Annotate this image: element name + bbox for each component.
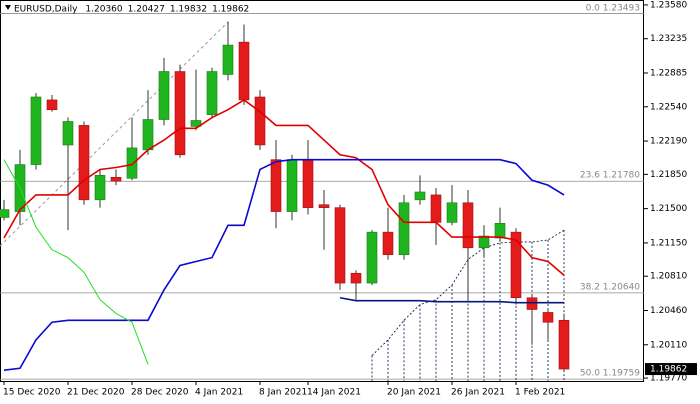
candle-body bbox=[46, 99, 58, 111]
candle-body bbox=[254, 96, 266, 146]
candle-body bbox=[542, 312, 554, 323]
candle-body bbox=[190, 120, 202, 127]
header-price: 1.19862 bbox=[212, 5, 249, 15]
indicator-line bbox=[3, 158, 565, 372]
candle-body bbox=[366, 231, 378, 284]
last-price-label: 1.19862 bbox=[650, 365, 687, 375]
candle-body bbox=[510, 231, 522, 299]
candle-body bbox=[558, 319, 570, 370]
plot-frame bbox=[0, 0, 644, 382]
last-price-box bbox=[645, 363, 697, 376]
x-tick-label: 28 Dec 2020 bbox=[131, 388, 189, 398]
candle-body bbox=[30, 96, 42, 165]
candle-body bbox=[270, 159, 282, 212]
y-tick-label: 1.22885 bbox=[650, 69, 687, 79]
candle-body bbox=[126, 147, 138, 179]
fib-trend-line bbox=[0, 21, 229, 247]
candle-body bbox=[206, 71, 218, 115]
candle-body bbox=[446, 202, 458, 223]
candle-body bbox=[494, 223, 506, 239]
x-tick-label: 8 Jan 2021 bbox=[259, 388, 307, 398]
y-tick-label: 1.22190 bbox=[650, 137, 687, 147]
candle-body bbox=[382, 231, 394, 255]
x-tick-label: 20 Jan 2021 bbox=[387, 388, 441, 398]
indicator-line bbox=[3, 159, 149, 365]
x-tick-label: 4 Jan 2021 bbox=[195, 388, 243, 398]
candle-body bbox=[430, 194, 442, 223]
y-tick-label: 1.23580 bbox=[650, 0, 687, 10]
candle-body bbox=[302, 159, 314, 208]
candle-body bbox=[94, 175, 106, 201]
y-tick-label: 1.20460 bbox=[650, 306, 687, 316]
candle-body bbox=[0, 209, 10, 218]
y-tick-label: 1.19770 bbox=[650, 374, 687, 384]
y-tick-label: 1.20810 bbox=[650, 272, 687, 282]
x-tick-label: 14 Jan 2021 bbox=[307, 388, 361, 398]
candle-body bbox=[142, 119, 154, 151]
chart-title: EURUSD,Daily bbox=[14, 5, 78, 15]
candle-body bbox=[222, 44, 234, 75]
candle-body bbox=[286, 159, 298, 212]
candle-body bbox=[318, 204, 330, 208]
candle-body bbox=[414, 191, 426, 201]
y-tick-label: 1.21150 bbox=[650, 238, 687, 248]
candle-body bbox=[158, 71, 170, 120]
candle-body bbox=[334, 207, 346, 284]
header-price: 1.20360 bbox=[85, 5, 122, 15]
chart-icon bbox=[5, 5, 11, 10]
fib-label: 23.6 1.21780 bbox=[580, 171, 640, 181]
x-tick-label: 1 Feb 2021 bbox=[515, 388, 565, 398]
x-tick-label: 15 Dec 2020 bbox=[3, 388, 61, 398]
candle-body bbox=[462, 202, 474, 249]
fib-label: 0.0 1.23493 bbox=[586, 4, 640, 14]
y-tick-label: 1.23235 bbox=[650, 34, 687, 44]
header-price: 1.20427 bbox=[128, 5, 165, 15]
indicator-line bbox=[339, 296, 564, 304]
candle-body bbox=[350, 272, 362, 284]
candle-body bbox=[238, 41, 250, 101]
x-tick-label: 21 Dec 2020 bbox=[67, 388, 125, 398]
x-tick-label: 26 Jan 2021 bbox=[451, 388, 505, 398]
indicator-line bbox=[3, 98, 565, 276]
y-tick-label: 1.20110 bbox=[650, 340, 687, 350]
candle-body bbox=[110, 176, 122, 182]
candle-body bbox=[526, 297, 538, 310]
header-price: 1.19832 bbox=[170, 5, 207, 15]
y-tick-label: 1.22540 bbox=[650, 102, 687, 112]
candle-body bbox=[174, 71, 186, 156]
fib-label: 50.0 1.19759 bbox=[580, 369, 640, 379]
fib-label: 38.2 1.20640 bbox=[580, 282, 640, 292]
candle-body bbox=[398, 202, 410, 255]
candle-body bbox=[478, 235, 490, 249]
y-tick-label: 1.21500 bbox=[650, 204, 687, 214]
y-tick-label: 1.21850 bbox=[650, 170, 687, 180]
candle-body bbox=[78, 125, 90, 201]
candle-body bbox=[62, 121, 74, 146]
